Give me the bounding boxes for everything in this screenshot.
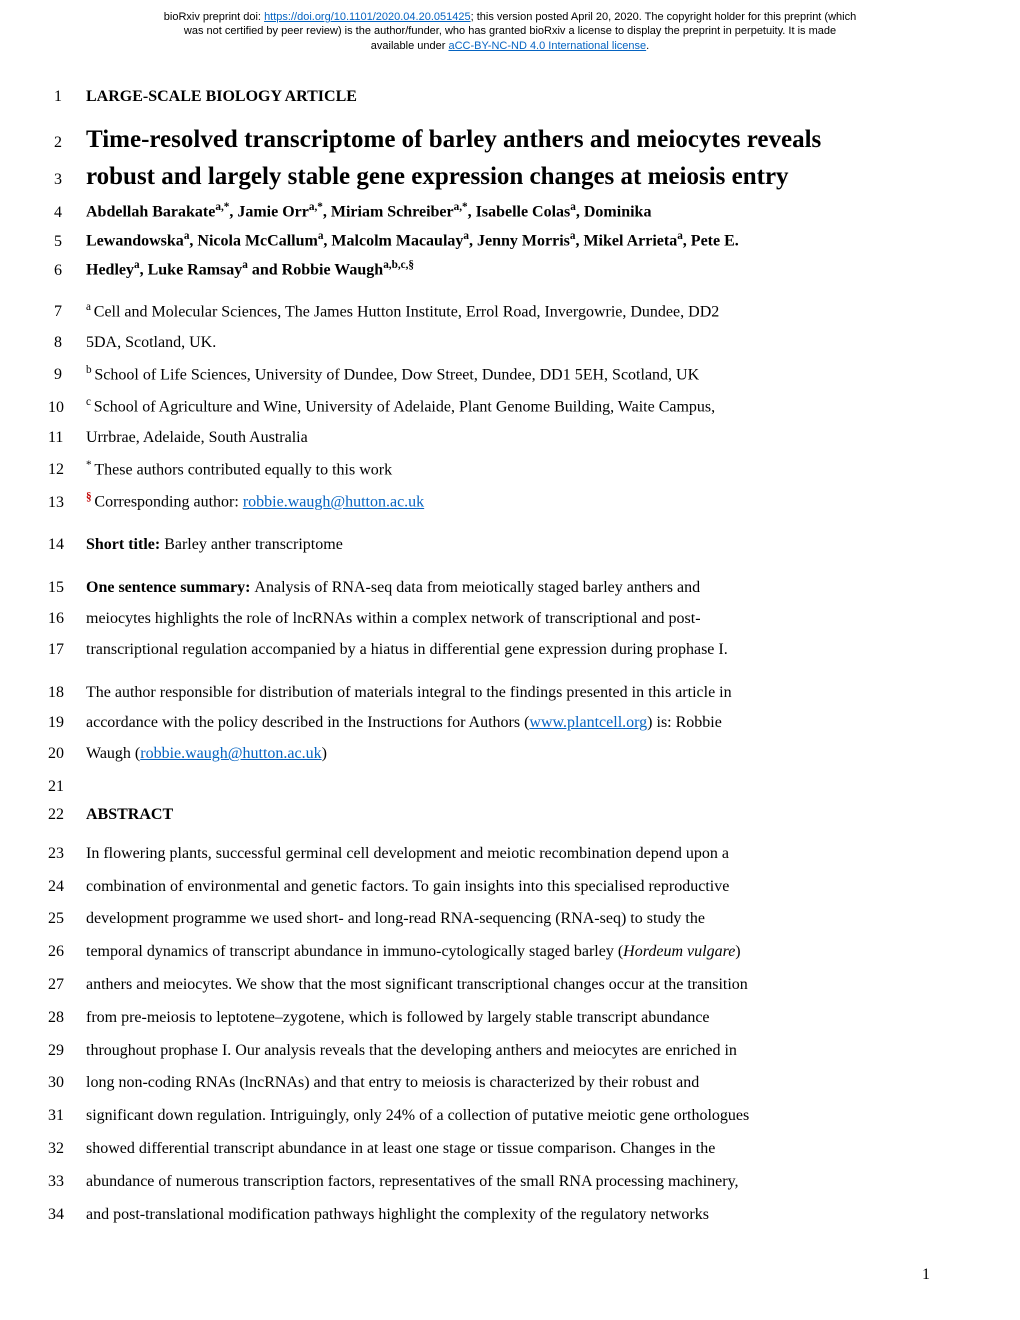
distribution-line-1: The author responsible for distribution …: [86, 681, 732, 706]
line-number: 5: [48, 233, 86, 251]
abstract-line: long non-coding RNAs (lncRNAs) and that …: [86, 1071, 699, 1096]
summary-line-2: meiocytes highlights the role of lncRNAs…: [86, 607, 701, 632]
abstract-line: anthers and meiocytes. We show that the …: [86, 973, 748, 998]
line-number: 25: [48, 910, 86, 928]
line-number: 26: [48, 943, 86, 961]
line-number: 23: [48, 845, 86, 863]
authors-line-1: Abdellah Barakatea,*, Jamie Orra,*, Miri…: [86, 200, 651, 223]
affiliation-c-2: Urrbrae, Adelaide, South Australia: [86, 426, 308, 451]
preprint-notice: bioRxiv preprint doi: https://doi.org/10…: [0, 0, 1020, 53]
affiliation-c-1: c School of Agriculture and Wine, Univer…: [86, 394, 715, 420]
equal-contribution: * These authors contributed equally to t…: [86, 457, 392, 483]
line-number: 21: [48, 778, 86, 796]
title-line-2: robust and largely stable gene expressio…: [86, 161, 789, 192]
distribution-email-link[interactable]: robbie.waugh@hutton.ac.uk: [140, 745, 321, 762]
line-number: 9: [48, 366, 86, 384]
abstract-line: abundance of numerous transcription fact…: [86, 1170, 739, 1195]
line-number: 24: [48, 878, 86, 896]
line-number: 32: [48, 1140, 86, 1158]
line-number: 10: [48, 399, 86, 417]
abstract-line: from pre-meiosis to leptotene–zygotene, …: [86, 1006, 710, 1031]
line-number: 17: [48, 641, 86, 659]
line-number: 7: [48, 303, 86, 321]
line-number: 2: [48, 134, 86, 152]
line-number: 34: [48, 1206, 86, 1224]
preprint-line1-post: ; this version posted April 20, 2020. Th…: [471, 11, 857, 23]
line-number: 12: [48, 461, 86, 479]
title-line-1: Time-resolved transcriptome of barley an…: [86, 124, 821, 155]
article-type: LARGE-SCALE BIOLOGY ARTICLE: [86, 88, 357, 106]
abstract-line: development programme we used short- and…: [86, 907, 705, 932]
line-number: 28: [48, 1009, 86, 1027]
preprint-line3-pre: available under: [371, 40, 449, 52]
short-title: Short title: Barley anther transcriptome: [86, 533, 343, 558]
line-number: 15: [48, 579, 86, 597]
affiliation-a-1: a Cell and Molecular Sciences, The James…: [86, 299, 719, 325]
affiliation-a-2: 5DA, Scotland, UK.: [86, 331, 216, 356]
abstract-line: In flowering plants, successful germinal…: [86, 842, 729, 867]
corresponding-author: § Corresponding author: robbie.waugh@hut…: [86, 489, 424, 515]
line-number: 19: [48, 714, 86, 732]
page-number: 1: [922, 1266, 930, 1284]
abstract-line: significant down regulation. Intriguingl…: [86, 1104, 749, 1129]
preprint-line3-post: .: [646, 40, 649, 52]
license-link[interactable]: aCC-BY-NC-ND 4.0 International license: [448, 40, 646, 52]
line-number: 30: [48, 1074, 86, 1092]
abstract-line: and post-translational modification path…: [86, 1203, 709, 1228]
authors-line-3: Hedleya, Luke Ramsaya and Robbie Waugha,…: [86, 258, 414, 281]
authors-line-2: Lewandowskaa, Nicola McCalluma, Malcolm …: [86, 229, 739, 252]
line-number: 14: [48, 536, 86, 554]
blank-line: [86, 775, 90, 800]
line-number: 6: [48, 262, 86, 280]
abstract-line: temporal dynamics of transcript abundanc…: [86, 940, 741, 965]
line-number: 31: [48, 1107, 86, 1125]
line-number: 3: [48, 171, 86, 189]
line-number: 22: [48, 806, 86, 824]
doi-link[interactable]: https://doi.org/10.1101/2020.04.20.05142…: [264, 11, 471, 23]
affiliation-b: b School of Life Sciences, University of…: [86, 362, 699, 388]
distribution-line-2: accordance with the policy described in …: [86, 711, 722, 736]
abstract-line: showed differential transcript abundance…: [86, 1137, 715, 1162]
line-number: 27: [48, 976, 86, 994]
abstract-line: combination of environmental and genetic…: [86, 875, 729, 900]
distribution-line-3: Waugh (robbie.waugh@hutton.ac.uk): [86, 742, 327, 767]
preprint-line2: was not certified by peer review) is the…: [184, 25, 836, 37]
line-number: 1: [48, 88, 86, 106]
summary-line-1: One sentence summary: Analysis of RNA-se…: [86, 576, 700, 601]
plantcell-link[interactable]: www.plantcell.org: [529, 714, 647, 731]
line-number: 18: [48, 684, 86, 702]
summary-line-3: transcriptional regulation accompanied b…: [86, 638, 728, 663]
line-number: 33: [48, 1173, 86, 1191]
line-number: 11: [48, 429, 86, 447]
corresponding-email-link[interactable]: robbie.waugh@hutton.ac.uk: [243, 494, 424, 511]
abstract-line: throughout prophase I. Our analysis reve…: [86, 1039, 737, 1064]
line-number: 16: [48, 610, 86, 628]
preprint-line1-pre: bioRxiv preprint doi:: [164, 11, 264, 23]
abstract-heading: ABSTRACT: [86, 806, 173, 824]
page-content: 1 LARGE-SCALE BIOLOGY ARTICLE 2 Time-res…: [0, 53, 1020, 1227]
line-number: 8: [48, 334, 86, 352]
line-number: 13: [48, 494, 86, 512]
line-number: 20: [48, 745, 86, 763]
line-number: 4: [48, 204, 86, 222]
line-number: 29: [48, 1042, 86, 1060]
